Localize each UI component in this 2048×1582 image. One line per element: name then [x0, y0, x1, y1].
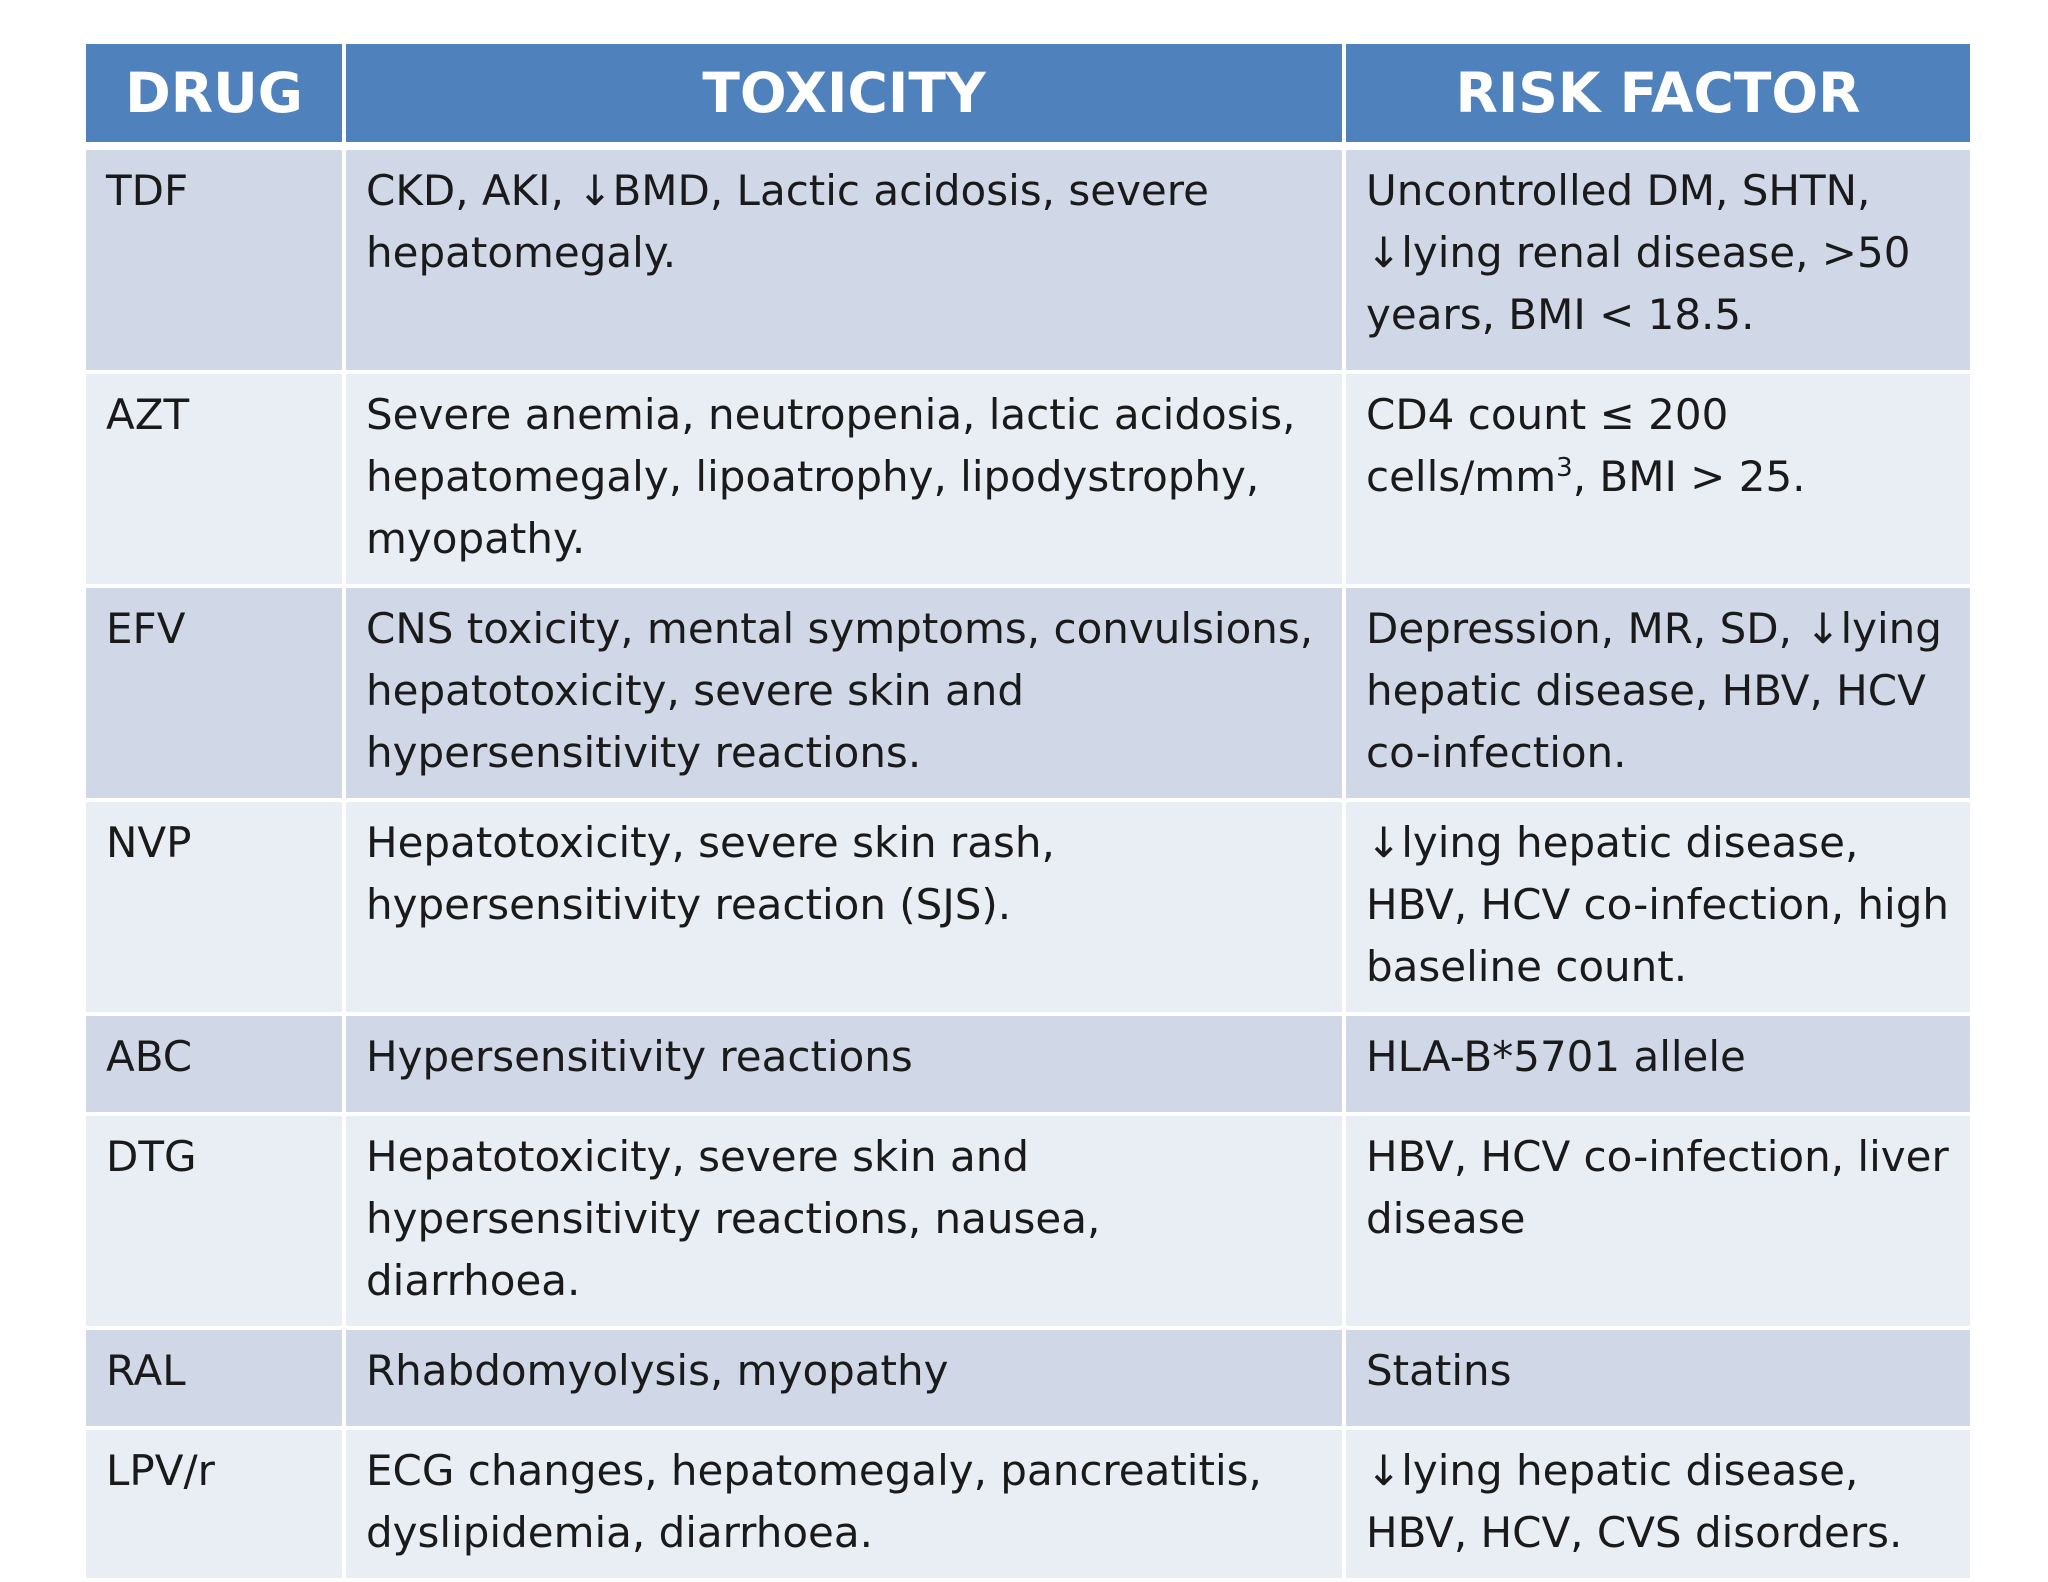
- drug-cell: ABC: [86, 1014, 346, 1116]
- toxicity-cell: Hepatotoxicity, severe skin rash, hypers…: [344, 800, 1346, 1016]
- toxicity-cell: Hepatotoxicity, severe skin and hypersen…: [344, 1114, 1346, 1330]
- risk-factor-cell: ↓lying hepatic disease, HBV, HCV, CVS di…: [1344, 1428, 1970, 1582]
- slide: DRUG TOXICITY RISK FACTOR TDF CKD, AKI, …: [86, 44, 1970, 1582]
- toxicity-cell: ECG changes, hepatomegaly, pancreatitis,…: [344, 1428, 1346, 1582]
- risk-factor-text: CD4 count ≤ 200 cells/mm: [1366, 390, 1729, 501]
- risk-factor-cell: HLA-B*5701 allele: [1344, 1014, 1970, 1116]
- toxicity-cell: Severe anemia, neutropenia, lactic acido…: [344, 372, 1346, 588]
- table-header-row: DRUG TOXICITY RISK FACTOR: [86, 44, 1970, 150]
- drug-cell: EFV: [86, 586, 346, 802]
- risk-factor-cell: CD4 count ≤ 200 cells/mm3, BMI > 25.: [1344, 372, 1970, 588]
- table-row: TDF CKD, AKI, ↓BMD, Lactic acidosis, sev…: [86, 146, 1970, 374]
- toxicity-cell: CNS toxicity, mental symptoms, convulsio…: [344, 586, 1346, 802]
- table-row: EFV CNS toxicity, mental symptoms, convu…: [86, 586, 1970, 802]
- header-risk-factor: RISK FACTOR: [1344, 44, 1970, 150]
- header-drug: DRUG: [86, 44, 346, 150]
- risk-factor-cell: ↓lying hepatic disease, HBV, HCV co-infe…: [1344, 800, 1970, 1016]
- drug-toxicity-table: DRUG TOXICITY RISK FACTOR TDF CKD, AKI, …: [86, 44, 1970, 1582]
- risk-factor-cell: Statins: [1344, 1328, 1970, 1430]
- risk-factor-cell: HBV, HCV co-infection, liver disease: [1344, 1114, 1970, 1330]
- toxicity-cell: Rhabdomyolysis, myopathy: [344, 1328, 1346, 1430]
- drug-cell: LPV/r: [86, 1428, 346, 1582]
- drug-cell: RAL: [86, 1328, 346, 1430]
- drug-cell: TDF: [86, 146, 346, 374]
- table-row: ABC Hypersensitivity reactions HLA-B*570…: [86, 1014, 1970, 1116]
- drug-cell: DTG: [86, 1114, 346, 1330]
- table-row: RAL Rhabdomyolysis, myopathy Statins: [86, 1328, 1970, 1430]
- toxicity-cell: Hypersensitivity reactions: [344, 1014, 1346, 1116]
- risk-factor-text-cont: , BMI > 25.: [1572, 452, 1806, 501]
- risk-factor-cell: Uncontrolled DM, SHTN, ↓lying renal dise…: [1344, 146, 1970, 374]
- drug-cell: AZT: [86, 372, 346, 588]
- table-row: NVP Hepatotoxicity, severe skin rash, hy…: [86, 800, 1970, 1016]
- toxicity-cell: CKD, AKI, ↓BMD, Lactic acidosis, severe …: [344, 146, 1346, 374]
- risk-factor-cell: Depression, MR, SD, ↓lying hepatic disea…: [1344, 586, 1970, 802]
- table-row: AZT Severe anemia, neutropenia, lactic a…: [86, 372, 1970, 588]
- table-row: LPV/r ECG changes, hepatomegaly, pancrea…: [86, 1428, 1970, 1582]
- drug-cell: NVP: [86, 800, 346, 1016]
- table-row: DTG Hepatotoxicity, severe skin and hype…: [86, 1114, 1970, 1330]
- superscript: 3: [1556, 453, 1573, 483]
- header-toxicity: TOXICITY: [344, 44, 1346, 150]
